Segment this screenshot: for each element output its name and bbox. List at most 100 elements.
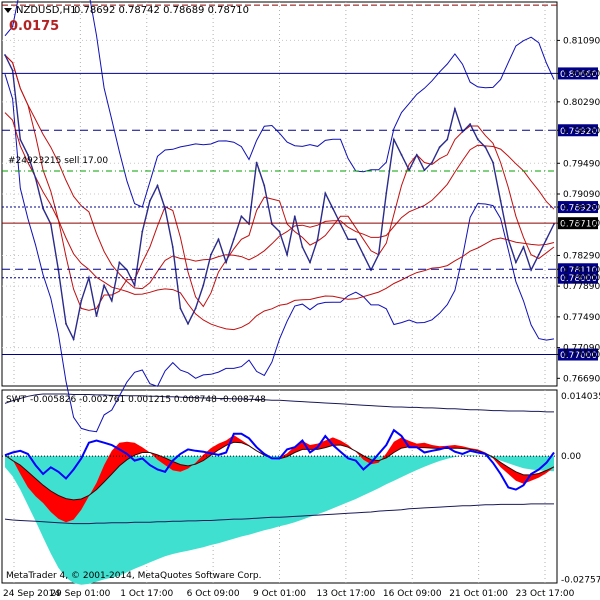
price-point [171, 246, 174, 248]
upper-envelope-line [4, 0, 555, 208]
x-tick-label: 6 Oct 09:00 [187, 589, 240, 599]
price-point [194, 307, 197, 310]
price-axis-label: 0.78920 [563, 203, 600, 213]
price-axis-label: 0.77000 [563, 351, 600, 361]
price-point [42, 207, 45, 210]
price-point [141, 230, 144, 233]
price-point [453, 107, 456, 110]
x-tick-label: 21 Oct 01:00 [449, 589, 508, 599]
price-point [507, 238, 510, 241]
price-axis-label: 0.77090 [563, 344, 600, 354]
current-price-tag [558, 217, 598, 230]
price-point [217, 238, 220, 241]
order-label: #24923215 sell 17.00 [8, 156, 108, 166]
price-level-label: 0.78920 [560, 204, 597, 214]
price-level-tag [558, 124, 598, 137]
price-point [148, 200, 151, 202]
price-point [522, 246, 525, 248]
price-point [362, 253, 365, 256]
x-tick-label: 29 Sep 01:00 [50, 589, 110, 599]
price-axis-label: 0.79090 [563, 190, 600, 200]
price-point [324, 192, 327, 195]
price-axis-label: 0.76690 [563, 374, 600, 384]
x-tick-label: 13 Oct 17:00 [317, 589, 376, 599]
price-point [293, 215, 296, 218]
indicator-axis-label: -0.027578 [561, 575, 600, 585]
price-point [263, 184, 266, 187]
price-point [301, 246, 304, 248]
ma-lower-line [4, 112, 555, 331]
x-tick-label: 9 Oct 01:00 [253, 589, 306, 599]
price-point [72, 338, 75, 341]
price-point [392, 138, 395, 141]
price-point [26, 153, 29, 156]
price-point [133, 284, 136, 287]
price-axis-label: 0.81090 [563, 36, 600, 46]
price-point [110, 299, 113, 302]
price-axis-label: 0.78000 [563, 274, 600, 284]
price-point [232, 238, 235, 241]
price-point [240, 215, 243, 218]
price-point [87, 276, 90, 279]
price-point [202, 284, 205, 287]
price-point [492, 161, 494, 164]
price-point [431, 161, 433, 164]
dropdown-triangle-icon[interactable] [4, 8, 12, 13]
price-point [469, 123, 472, 126]
price-point [286, 253, 289, 256]
price-axis-label: 0.79490 [563, 159, 600, 169]
price-line [4, 54, 555, 342]
price-axis-label: 0.79920 [563, 126, 600, 136]
indicator-layer [2, 393, 557, 585]
price-point [187, 322, 189, 325]
price-point [354, 238, 357, 241]
price-axis-label: 0.77890 [563, 282, 600, 292]
price-level-tag [558, 67, 598, 80]
swt-lower-band [4, 503, 554, 525]
price-level-tag [558, 201, 598, 214]
swt-upper-band [4, 393, 554, 413]
ohlc-readout: 0.78692 0.78742 0.78689 0.78710 [74, 5, 249, 16]
price-level-tag [558, 271, 598, 284]
price-point [499, 200, 502, 202]
price-axis-label: 0.78710 [563, 219, 600, 229]
price-point [530, 269, 533, 271]
x-tick-label: 24 Sep 2014 [3, 589, 60, 599]
price-axis-label: 0.80290 [563, 98, 600, 108]
price-point [179, 307, 182, 310]
price-point [545, 238, 548, 241]
price-point [446, 138, 449, 141]
swt-oscillator-line [4, 428, 555, 491]
price-point [400, 153, 403, 156]
price-point [415, 153, 418, 156]
price-point [309, 261, 311, 264]
price-axis-label: 0.80660 [563, 69, 600, 79]
profit-label: 0.0175 [9, 19, 59, 34]
x-tick-label: 16 Oct 09:00 [383, 589, 442, 599]
price-point [514, 261, 517, 264]
current-price-label: 0.78710 [560, 220, 597, 230]
price-point [95, 315, 98, 318]
price-point [255, 161, 258, 164]
price-level-label: 0.80660 [560, 70, 597, 80]
price-point [34, 176, 37, 179]
price-point [4, 54, 6, 56]
price-point [19, 138, 22, 141]
price-point [484, 146, 487, 149]
price-level-tag [558, 348, 598, 361]
price-point [156, 184, 159, 187]
price-point [476, 138, 479, 141]
price-point [385, 192, 388, 195]
price-point [438, 146, 441, 149]
price-point [225, 261, 228, 264]
price-point [377, 253, 380, 256]
price-point [164, 207, 167, 210]
price-axis-label: 0.78290 [563, 251, 600, 261]
price-point [316, 238, 319, 241]
copyright-text: MetaTrader 4, © 2001-2014, MetaQuotes So… [6, 571, 262, 581]
indicator-name: SWT [6, 395, 27, 405]
